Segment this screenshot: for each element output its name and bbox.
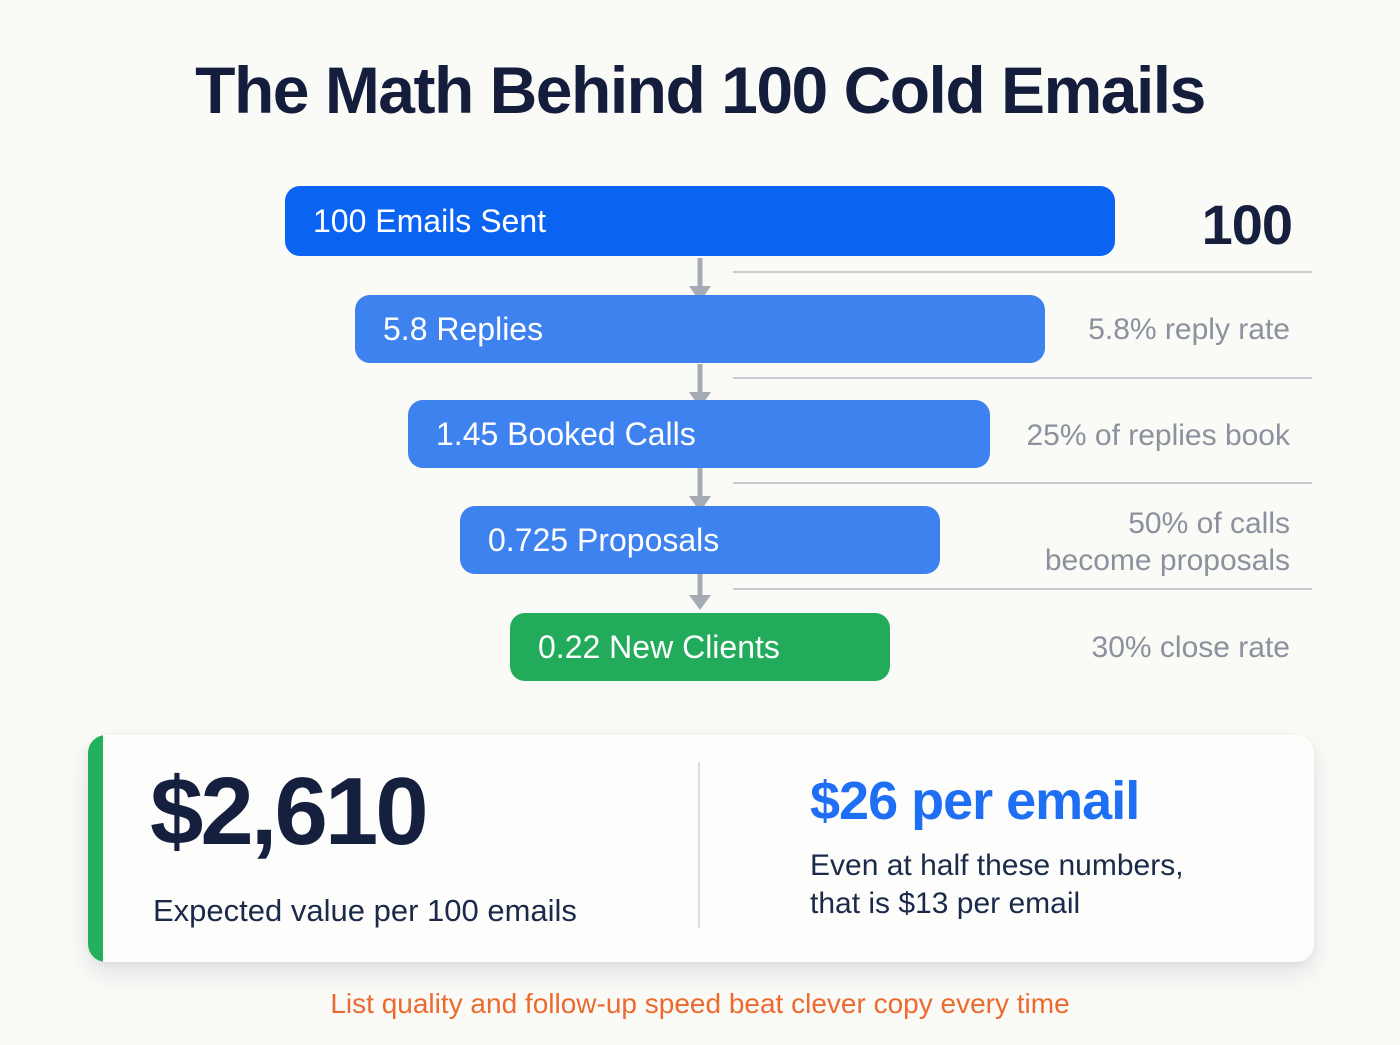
- separator-line: [733, 271, 1312, 273]
- down-arrow-icon: [689, 574, 711, 610]
- expected-value-caption: Expected value per 100 emails: [153, 893, 577, 928]
- funnel-bar-label: 0.22 New Clients: [538, 628, 780, 665]
- page-title: The Math Behind 100 Cold Emails: [195, 53, 1206, 127]
- funnel-bar-label: 5.8 Replies: [383, 310, 544, 347]
- card-accent-stripe: [88, 735, 103, 962]
- per-email-value: $26 per email: [810, 771, 1140, 831]
- reply-rate-note: 5.8% reply rate: [1088, 313, 1290, 346]
- proposal-rate-note-line2: become proposals: [1044, 544, 1290, 577]
- footer-note: List quality and follow-up speed beat cl…: [330, 988, 1070, 1019]
- funnel-bar-replies: 5.8 Replies: [355, 295, 1045, 363]
- funnel-bar-proposals: 0.725 Proposals: [460, 506, 940, 574]
- separator-line: [733, 588, 1312, 590]
- down-arrow-icon: [689, 258, 711, 302]
- separator-line: [733, 482, 1312, 484]
- down-arrow-icon: [689, 468, 711, 512]
- separator-line: [733, 377, 1312, 379]
- expected-value-amount: $2,610: [150, 758, 429, 865]
- funnel-bar-label: 1.45 Booked Calls: [436, 415, 696, 452]
- proposal-rate-note-line1: 50% of calls: [1128, 507, 1290, 540]
- booking-rate-note: 25% of replies book: [1026, 419, 1291, 452]
- per-email-caption: Even at half these numbers, that is $13 …: [810, 847, 1184, 923]
- funnel-bar-label: 0.725 Proposals: [488, 521, 720, 558]
- funnel-bar-emails-sent: 100 Emails Sent: [285, 186, 1115, 256]
- summary-card: $2,610 Expected value per 100 emails $26…: [88, 735, 1314, 962]
- close-rate-note: 30% close rate: [1091, 631, 1290, 664]
- total-emails-value: 100: [1201, 193, 1293, 256]
- per-email-caption-line2: that is $13 per email: [810, 887, 1081, 920]
- funnel-bar-booked-calls: 1.45 Booked Calls: [408, 400, 990, 468]
- card-divider: [698, 762, 700, 928]
- per-email-caption-line1: Even at half these numbers,: [810, 849, 1184, 882]
- funnel-bar-new-clients: 0.22 New Clients: [510, 613, 890, 681]
- proposal-rate-note: 50% of calls become proposals: [1045, 505, 1290, 579]
- funnel-bar-label: 100 Emails Sent: [313, 202, 547, 239]
